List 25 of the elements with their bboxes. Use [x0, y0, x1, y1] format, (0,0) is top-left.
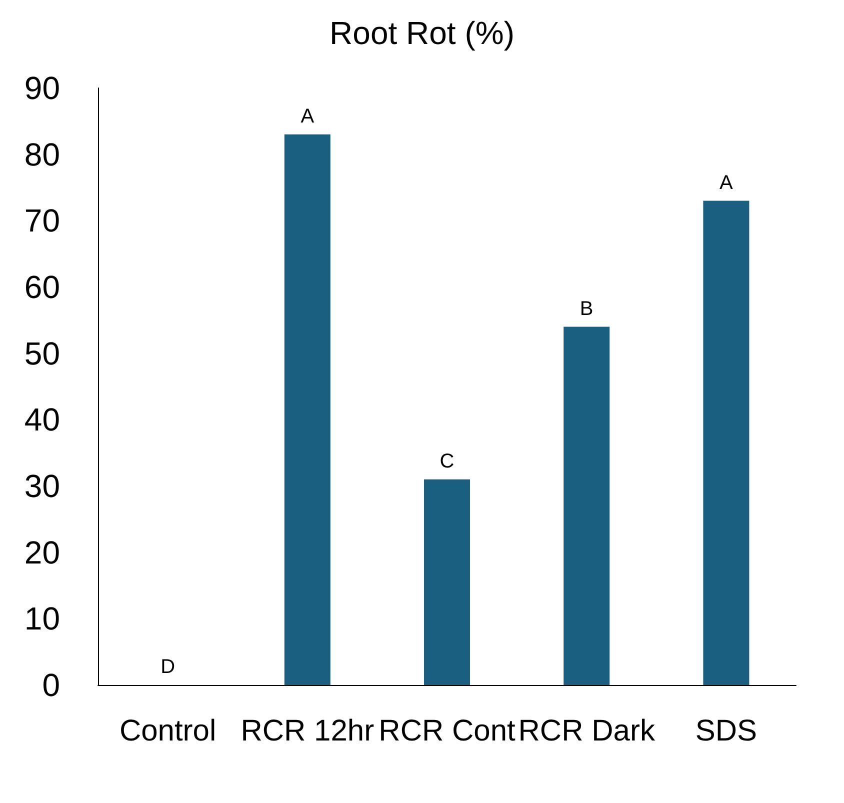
y-tick-label: 10 — [24, 600, 60, 637]
x-tick-label: RCR Dark — [518, 714, 656, 748]
x-tick-label: RCR 12hr — [240, 714, 374, 748]
y-tick-label: 0 — [42, 667, 60, 703]
annotation: A — [720, 172, 734, 194]
bar — [424, 479, 470, 685]
y-tick-label: 50 — [24, 335, 60, 372]
bar — [564, 326, 610, 685]
x-tick-label: SDS — [695, 714, 758, 748]
annotation: A — [300, 105, 315, 128]
annotation: B — [580, 298, 594, 320]
bar — [284, 134, 330, 685]
y-tick-label: 20 — [24, 534, 60, 570]
y-tick-label: 80 — [24, 136, 60, 172]
annotation: C — [440, 450, 454, 472]
bar — [703, 200, 750, 685]
y-tick-label: 70 — [24, 202, 60, 239]
x-tick-label: Control — [119, 714, 216, 748]
y-tick-label: 90 — [24, 70, 60, 106]
annotation: D — [160, 656, 176, 678]
y-tick-label: 60 — [24, 269, 60, 305]
x-tick-label: RCR Cont — [378, 714, 516, 748]
y-tick-label: 30 — [24, 468, 60, 504]
chart-title: Root Rot (%) — [330, 15, 514, 51]
y-tick-label: 40 — [24, 402, 60, 438]
